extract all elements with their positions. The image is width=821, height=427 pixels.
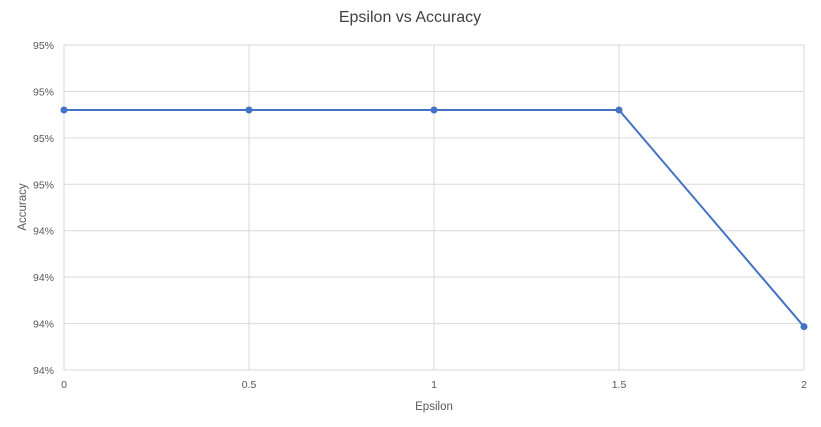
y-tick-label: 95%	[33, 86, 54, 98]
x-tick-label: 2	[801, 379, 807, 391]
y-tick-label: 94%	[33, 226, 54, 238]
x-tick-label: 1.5	[612, 379, 627, 391]
data-point	[60, 106, 68, 114]
data-point	[800, 323, 808, 331]
x-axis-label: Epsilon	[415, 401, 453, 413]
series-layer	[60, 106, 808, 331]
x-tick-label: 0	[61, 379, 67, 391]
x-axis-ticks: 0 0.5 1 1.5 2	[61, 379, 807, 391]
y-axis-ticks: 95% 95% 95% 95% 94% 94% 94% 94%	[33, 40, 54, 377]
data-point	[430, 106, 438, 114]
data-point	[245, 106, 253, 114]
gridlines	[63, 44, 805, 371]
y-tick-label: 95%	[33, 40, 54, 52]
y-tick-label: 95%	[33, 179, 54, 191]
data-point	[615, 106, 623, 114]
y-tick-label: 95%	[33, 133, 54, 145]
y-tick-label: 94%	[33, 272, 54, 284]
y-tick-label: 94%	[33, 319, 54, 331]
y-axis-label: Accuracy	[17, 183, 29, 231]
x-tick-label: 0.5	[242, 379, 257, 391]
y-tick-label: 94%	[33, 365, 54, 377]
chart-title: Epsilon vs Accuracy	[339, 9, 481, 26]
x-tick-label: 1	[431, 379, 437, 391]
